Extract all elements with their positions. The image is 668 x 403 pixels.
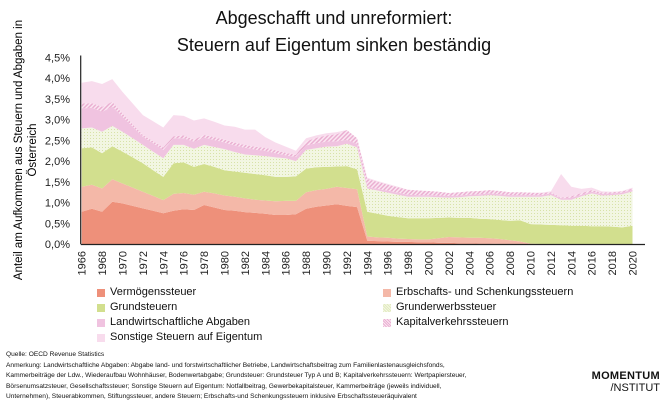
legend-item-grunderwerbssteuer: Grunderwerbssteuer bbox=[383, 300, 573, 315]
x-tick-label: 2018 bbox=[607, 251, 619, 275]
note-line: Börsenumsatzsteuer, Gesellschaftssteuer;… bbox=[6, 382, 442, 390]
note-line: Kammerbeiträge der Ldw., Wiederaufbau Wo… bbox=[6, 372, 467, 379]
x-tick-label: 1990 bbox=[322, 251, 334, 275]
chart-title-line2: Steuern auf Eigentum sinken beständig bbox=[176, 35, 492, 55]
x-tick-label: 1976 bbox=[179, 251, 191, 275]
y-tick-label: 4,0% bbox=[45, 73, 70, 85]
legend-label: Kapitalverkehrssteuern bbox=[396, 316, 509, 328]
x-tick-label: 1978 bbox=[199, 251, 211, 275]
legend-item-kapitalverkehrssteuern: Kapitalverkehrssteuern bbox=[383, 315, 573, 330]
x-tick-label: 1992 bbox=[342, 251, 354, 275]
legend-swatch bbox=[383, 303, 391, 312]
area-grunderwerbssteuer bbox=[81, 125, 633, 228]
legend-label: Sonstige Steuern auf Eigentum bbox=[110, 331, 263, 343]
x-tick-label: 1988 bbox=[301, 251, 313, 275]
y-tick-label: 2,5% bbox=[45, 135, 70, 147]
y-tick-label: 4,5% bbox=[45, 53, 70, 65]
y-tick-label: 0,0% bbox=[45, 239, 70, 251]
chart-title-line1: Abgeschafft und unreformiert: bbox=[215, 8, 453, 28]
footer-notes: Quelle: OECD Revenue Statistics Anmerkun… bbox=[6, 350, 566, 403]
x-tick-label: 2006 bbox=[485, 251, 497, 275]
legend-label: Landwirtschaftliche Abgaben bbox=[110, 316, 251, 328]
y-tick-label: 3,0% bbox=[45, 115, 70, 127]
area-erbschafts-und-schenkungssteuern bbox=[81, 179, 633, 244]
x-tick-label: 1982 bbox=[240, 251, 252, 275]
y-tick-label: 1,0% bbox=[45, 198, 70, 210]
x-tick-label: 1980 bbox=[220, 251, 232, 275]
legend-label: Grundsteuern bbox=[110, 301, 178, 313]
source-text: Quelle: OECD Revenue Statistics bbox=[6, 351, 105, 358]
x-tick-label: 2012 bbox=[546, 251, 558, 275]
legend-right: Erbschafts- und Schenkungssteuern Grunde… bbox=[383, 285, 573, 330]
x-tick-label: 1996 bbox=[383, 251, 395, 275]
x-tick-label: 1986 bbox=[281, 251, 293, 275]
legend-label: Grunderwerbssteuer bbox=[396, 301, 497, 313]
legend-swatch bbox=[97, 333, 105, 342]
legend-swatch bbox=[97, 288, 105, 297]
legend-label: Erbschafts- und Schenkungssteuern bbox=[396, 286, 574, 298]
y-tick-label: 2,0% bbox=[45, 156, 70, 168]
x-tick-label: 2010 bbox=[526, 251, 538, 275]
x-tick-label: 2004 bbox=[464, 251, 476, 275]
y-tick-label: 1,5% bbox=[45, 177, 70, 189]
note-line: Anmerkung: Landwirtschaftliche Abgaben: … bbox=[6, 361, 445, 369]
note-line: Unternehmen), Steuerabkommen, Stiftungss… bbox=[6, 393, 417, 400]
legend-swatch bbox=[97, 303, 105, 312]
x-tick-label: 1970 bbox=[118, 251, 130, 275]
legend-item-erbschaftssteuern: Erbschafts- und Schenkungssteuern bbox=[383, 285, 573, 300]
momentum-institut-logo: MOMENTUM /NSTITUT bbox=[588, 370, 660, 394]
y-axis-label-line2: Österreich bbox=[27, 123, 39, 176]
x-tick-label: 1974 bbox=[158, 251, 170, 275]
legend-swatch bbox=[383, 288, 391, 297]
legend-left: Vermögenssteuer Grundsteuern Landwirtsch… bbox=[97, 285, 262, 345]
x-tick-label: 1998 bbox=[403, 251, 415, 275]
y-tick-label: 0,5% bbox=[45, 218, 70, 230]
x-tick-label: 1968 bbox=[97, 251, 109, 275]
x-tick-label: 2014 bbox=[566, 251, 578, 275]
area-grundsteuern bbox=[81, 146, 633, 244]
logo-line2: /NSTITUT bbox=[610, 382, 661, 394]
x-tick-label: 2020 bbox=[628, 251, 640, 275]
x-tick-label: 1972 bbox=[138, 251, 150, 275]
area-sonstige-steuern-auf-eigentum bbox=[81, 79, 633, 198]
logo-line1: MOMENTUM bbox=[591, 370, 660, 382]
legend-swatch bbox=[383, 318, 391, 327]
x-tick-label: 2008 bbox=[505, 251, 517, 275]
legend-swatch bbox=[97, 318, 105, 327]
x-tick-label: 1994 bbox=[362, 251, 374, 275]
x-tick-label: 1966 bbox=[77, 251, 89, 275]
x-tick-label: 1984 bbox=[260, 251, 272, 275]
legend-item-sonstige-steuern: Sonstige Steuern auf Eigentum bbox=[97, 330, 262, 345]
area-vermögenssteuer bbox=[81, 201, 633, 244]
legend-item-vermoegenssteuer: Vermögenssteuer bbox=[97, 285, 262, 300]
y-axis-label-line1: Anteil am Aufkommen aus Steuern und Abga… bbox=[13, 20, 25, 280]
x-tick-label: 2002 bbox=[444, 251, 456, 275]
legend-label: Vermögenssteuer bbox=[110, 286, 197, 298]
legend-item-grundsteuern: Grundsteuern bbox=[97, 300, 262, 315]
y-tick-label: 3,5% bbox=[45, 94, 70, 106]
x-tick-label: 2016 bbox=[587, 251, 599, 275]
x-tick-label: 2000 bbox=[424, 251, 436, 275]
legend-item-landwirtschaftliche-abgaben: Landwirtschaftliche Abgaben bbox=[97, 315, 262, 330]
stacked-area-chart: 0,0% 0,5% 1,0% 1,5% 2,0% 2,5% 3,0% 3,5% 4,0% 4,5%… bbox=[13, 20, 645, 280]
